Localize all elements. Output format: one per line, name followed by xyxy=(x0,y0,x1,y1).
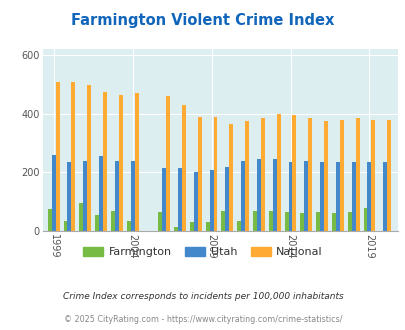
Bar xyxy=(64,221,67,231)
Bar xyxy=(367,162,371,231)
Bar xyxy=(362,208,367,231)
Bar xyxy=(339,120,343,231)
Bar xyxy=(260,118,264,231)
Bar xyxy=(221,211,225,231)
Bar xyxy=(67,162,71,231)
Bar xyxy=(272,159,276,231)
Text: © 2025 CityRating.com - https://www.cityrating.com/crime-statistics/: © 2025 CityRating.com - https://www.city… xyxy=(64,315,341,324)
Bar xyxy=(197,117,201,231)
Bar xyxy=(292,115,296,231)
Bar xyxy=(158,212,162,231)
Bar xyxy=(130,161,134,231)
Text: Farmington Violent Crime Index: Farmington Violent Crime Index xyxy=(71,13,334,28)
Bar xyxy=(181,105,185,231)
Bar xyxy=(355,118,359,231)
Bar xyxy=(126,221,130,231)
Bar xyxy=(252,211,256,231)
Bar xyxy=(241,161,245,231)
Legend: Farmington, Utah, National: Farmington, Utah, National xyxy=(79,242,326,262)
Bar xyxy=(245,121,248,231)
Bar xyxy=(288,162,292,231)
Bar xyxy=(193,173,197,231)
Bar xyxy=(331,214,335,231)
Bar xyxy=(284,212,288,231)
Bar xyxy=(71,82,75,231)
Bar xyxy=(386,120,390,231)
Bar xyxy=(205,222,209,231)
Bar xyxy=(335,162,339,231)
Bar xyxy=(300,214,304,231)
Bar xyxy=(347,212,351,231)
Bar xyxy=(323,121,327,231)
Bar xyxy=(87,84,91,231)
Bar xyxy=(174,227,177,231)
Bar xyxy=(371,120,375,231)
Bar xyxy=(162,168,166,231)
Bar xyxy=(304,161,307,231)
Bar xyxy=(225,167,229,231)
Bar xyxy=(351,162,355,231)
Bar xyxy=(95,215,99,231)
Bar xyxy=(177,168,181,231)
Bar xyxy=(382,162,386,231)
Bar xyxy=(99,156,103,231)
Bar xyxy=(276,114,280,231)
Bar xyxy=(55,82,60,231)
Bar xyxy=(119,95,122,231)
Bar xyxy=(268,211,272,231)
Bar xyxy=(83,161,87,231)
Bar xyxy=(103,92,107,231)
Bar xyxy=(115,161,119,231)
Bar xyxy=(213,117,217,231)
Bar xyxy=(319,162,323,231)
Bar xyxy=(190,222,193,231)
Text: Crime Index corresponds to incidents per 100,000 inhabitants: Crime Index corresponds to incidents per… xyxy=(62,292,343,301)
Bar xyxy=(307,118,311,231)
Bar xyxy=(166,96,170,231)
Bar xyxy=(79,203,83,231)
Bar xyxy=(209,170,213,231)
Bar xyxy=(256,159,260,231)
Bar xyxy=(48,209,51,231)
Bar xyxy=(134,93,138,231)
Bar xyxy=(315,212,319,231)
Bar xyxy=(229,124,233,231)
Bar xyxy=(237,221,241,231)
Bar xyxy=(51,155,55,231)
Bar xyxy=(111,211,115,231)
